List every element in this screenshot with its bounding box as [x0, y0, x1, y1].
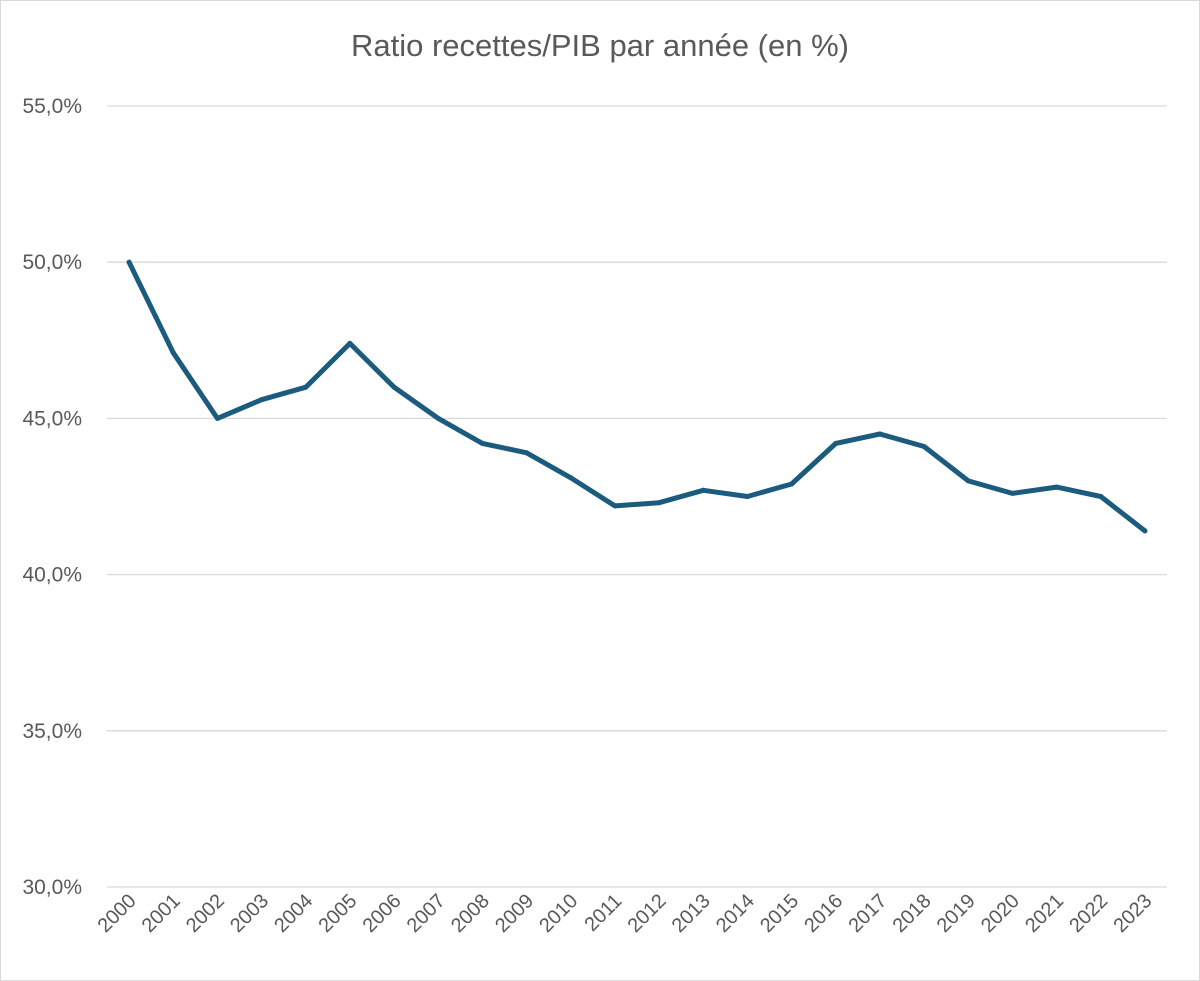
x-tick-label: 2002 — [182, 890, 229, 937]
x-tick-label: 2022 — [1065, 890, 1112, 937]
x-tick-label: 2003 — [226, 890, 273, 937]
x-tick-label: 2017 — [844, 890, 891, 937]
x-tick-label: 2008 — [447, 890, 494, 937]
x-tick-label: 2023 — [1109, 890, 1156, 937]
data-point — [744, 494, 750, 499]
x-tick-label: 2011 — [580, 890, 626, 936]
data-point — [1142, 528, 1148, 534]
data-point — [568, 475, 574, 481]
data-point — [700, 487, 706, 493]
y-tick-label: 50,0% — [22, 251, 82, 274]
y-tick-label: 45,0% — [22, 407, 82, 430]
data-point — [214, 415, 220, 421]
y-tick-label: 40,0% — [22, 564, 82, 587]
x-tick-label: 2019 — [933, 890, 980, 937]
x-tick-label: 2020 — [977, 890, 1024, 937]
x-tick-label: 2000 — [94, 890, 141, 937]
x-tick-label: 2015 — [756, 890, 803, 937]
data-point — [391, 384, 397, 390]
chart-title: Ratio recettes/PIB par année (en %) — [351, 28, 849, 63]
data-point — [789, 481, 795, 487]
data-point — [833, 440, 839, 446]
x-tick-label: 2013 — [668, 890, 715, 937]
x-tick-label: 2001 — [138, 890, 185, 937]
series-line — [126, 259, 1148, 534]
x-tick-label: 2005 — [314, 890, 361, 937]
data-point — [1054, 484, 1060, 490]
data-point — [126, 259, 132, 265]
data-point — [435, 415, 441, 421]
data-point — [303, 384, 309, 390]
x-tick-label: 2010 — [535, 890, 582, 937]
data-point — [524, 450, 530, 456]
data-point — [1009, 490, 1015, 496]
x-tick-label: 2014 — [712, 890, 759, 937]
x-tick-label: 2021 — [1021, 890, 1068, 937]
data-point — [877, 431, 883, 437]
y-tick-label: 35,0% — [22, 720, 82, 743]
data-point — [965, 478, 971, 484]
x-tick-label: 2012 — [624, 890, 671, 937]
data-point — [921, 444, 927, 450]
x-tick-label: 2004 — [270, 890, 317, 937]
data-point — [170, 350, 176, 356]
data-point — [656, 500, 662, 506]
data-point — [612, 503, 618, 509]
x-tick-label: 2016 — [800, 890, 847, 937]
x-tick-label: 2009 — [491, 890, 538, 937]
x-tick-label: 2007 — [403, 890, 450, 937]
x-tick-label: 2006 — [359, 890, 406, 937]
data-point — [347, 340, 353, 346]
x-tick-label: 2018 — [889, 890, 936, 937]
data-point — [259, 397, 265, 403]
y-tick-label: 30,0% — [22, 876, 82, 899]
data-point — [479, 440, 485, 446]
y-tick-label: 55,0% — [22, 95, 82, 118]
data-point — [1098, 494, 1104, 499]
